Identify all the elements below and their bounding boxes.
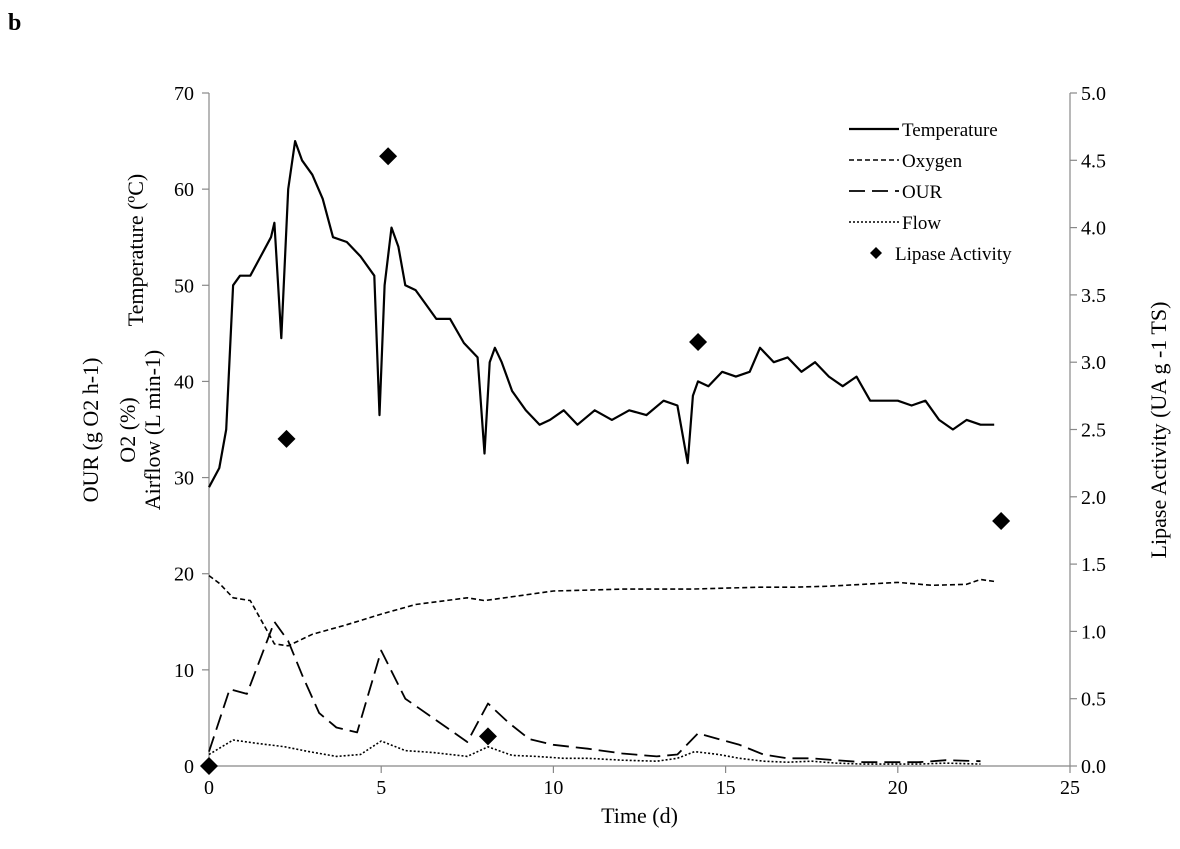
right-y-tick-label: 1.5 [1081, 554, 1106, 576]
right-y-tick-label: 4.5 [1081, 150, 1106, 172]
left-y-tick-label: 60 [174, 179, 194, 201]
our-line [208, 620, 981, 764]
legend-label-flow: Flow [902, 213, 941, 234]
legend-swatch-lipase-activity [870, 247, 882, 259]
right-y-tick-label: 3.0 [1081, 352, 1106, 374]
oxygen-line [208, 574, 995, 647]
lipase-activity-point [200, 757, 218, 775]
right-y-tick-label: 0.0 [1081, 756, 1106, 778]
x-axis-title: Time (d) [601, 803, 678, 828]
right-y-tick-label: 1.0 [1081, 621, 1106, 643]
x-tick-label: 5 [376, 777, 386, 799]
panel-label: b [8, 10, 22, 36]
legend-label-lipase-activity: Lipase Activity [895, 244, 1012, 265]
left-y-tick-label: 0 [184, 756, 194, 778]
left-axis-title: O2 (%) [115, 397, 140, 462]
x-tick-label: 10 [543, 777, 563, 799]
left-axis-title: Airflow (L min-1) [140, 350, 165, 510]
left-axis-title: Temperature (ºC) [123, 174, 148, 327]
legend-label-temperature: Temperature [902, 120, 998, 141]
left-y-tick-label: 20 [174, 564, 194, 586]
lipase-activity-point [689, 333, 708, 352]
left-axis-title: OUR (g O2 h-1) [78, 358, 103, 503]
right-y-tick-label: 3.5 [1081, 285, 1106, 307]
right-y-tick-label: 4.0 [1081, 218, 1106, 240]
right-y-tick-label: 2.0 [1081, 487, 1106, 509]
temperature-line [208, 140, 995, 488]
legend-label-our: OUR [902, 182, 942, 203]
legend-label-oxygen: Oxygen [902, 151, 963, 172]
right-axis-title: Lipase Activity (UA g -1 TS) [1146, 302, 1171, 559]
x-tick-label: 25 [1060, 777, 1080, 799]
left-y-tick-label: 10 [174, 660, 194, 682]
lipase-activity-point [277, 429, 296, 448]
right-y-tick-label: 5.0 [1081, 83, 1106, 105]
lipase-activity-point [992, 512, 1011, 531]
x-tick-label: 15 [716, 777, 736, 799]
lipase-activity-point [478, 727, 497, 746]
right-y-tick-label: 0.5 [1081, 689, 1106, 711]
right-y-tick-label: 2.5 [1081, 420, 1106, 442]
left-y-tick-label: 30 [174, 468, 194, 490]
x-tick-label: 0 [204, 777, 214, 799]
left-y-tick-label: 70 [174, 83, 194, 105]
left-y-tick-label: 50 [174, 275, 194, 297]
x-tick-label: 20 [888, 777, 908, 799]
lipase-activity-point [379, 147, 398, 166]
left-y-tick-label: 40 [174, 371, 194, 393]
flow-line [208, 739, 981, 765]
